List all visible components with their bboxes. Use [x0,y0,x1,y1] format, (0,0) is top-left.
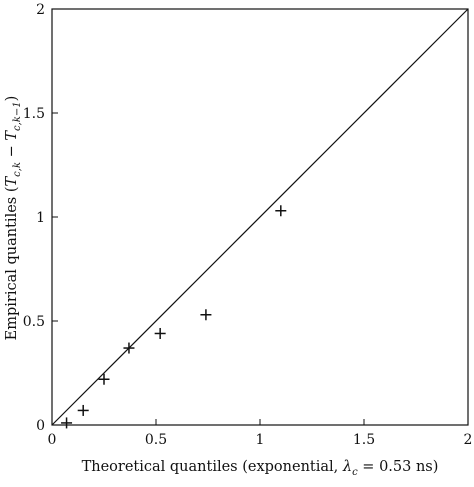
x-tick-label: 1 [256,432,265,448]
y-axis-label-var: T [4,175,20,186]
y-tick-label: 0.5 [23,314,45,330]
x-tick-label: 1.5 [353,432,375,448]
data-point [123,342,135,354]
y-tick-label: 2 [36,2,45,18]
x-axis-label-lambda: λ [342,459,352,475]
x-tick-label: 0.5 [145,432,167,448]
x-tick-label: 0 [48,432,57,448]
x-axis-label: Theoretical quantiles (exponential, λc =… [82,459,439,478]
y-axis-label-part: ) [4,96,20,102]
y-axis-label-part: Empirical quantiles ( [4,186,20,340]
reference-line-y-equals-x [51,8,469,426]
y-axis-label-subscript: c,k−1 [12,101,23,131]
data-point [200,309,212,321]
axis-ticks: 0 0.5 1 1.5 2 0 0.5 1 1.5 2 [23,2,473,448]
data-point [275,205,287,217]
y-tick-label: 1 [36,210,45,226]
y-axis-label-var: T [4,130,20,141]
plot-area [51,8,469,429]
x-axis-label-subscript: c [352,467,358,478]
y-tick-label: 1.5 [23,106,45,122]
data-point [98,373,110,385]
y-axis-label-subscript: c,k [12,162,23,177]
x-axis-label-part: = 0.53 ns) [358,459,439,475]
data-point [61,417,73,429]
x-tick-label: 2 [464,432,473,448]
y-axis-label: Empirical quantiles (Tc,k − Tc,k−1) [4,96,23,341]
data-point [77,404,89,416]
y-axis-label-part: − [4,141,20,162]
data-point [154,327,166,339]
y-tick-label: 0 [36,418,45,434]
x-axis-label-part: Theoretical quantiles (exponential, [82,459,343,475]
